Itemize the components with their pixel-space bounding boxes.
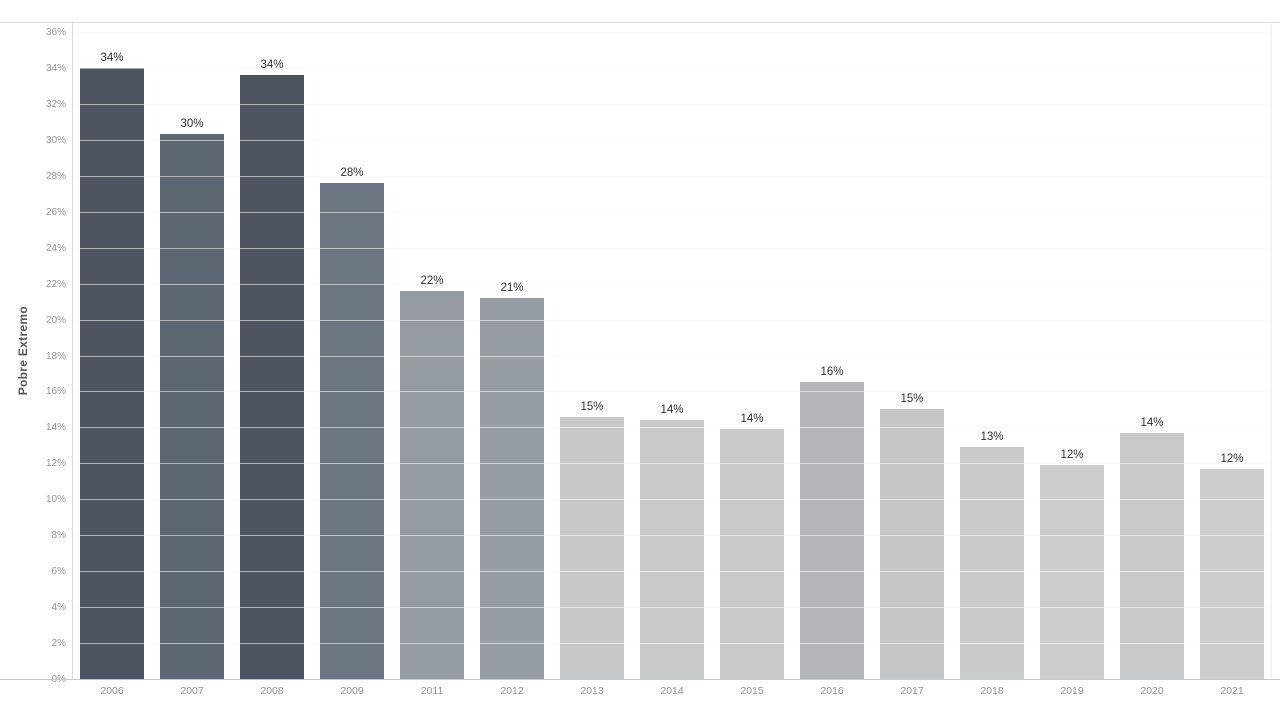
x-axis-label-2008: 2008 [260, 685, 284, 697]
gridline-overlay [73, 247, 1271, 249]
bar-2012[interactable] [480, 297, 544, 679]
y-tick-label: 18% [45, 350, 66, 362]
y-tick-label: 22% [45, 278, 66, 290]
gridline-overlay [73, 643, 1271, 645]
x-axis-label-2009: 2009 [340, 685, 364, 697]
y-tick-label: 6% [51, 566, 66, 578]
gridline-overlay [73, 571, 1271, 573]
bar-2017[interactable] [880, 409, 944, 679]
y-tick-label: 26% [45, 206, 66, 218]
bar-value-label-2017: 15% [900, 393, 924, 406]
gridline-overlay [73, 211, 1271, 213]
bar-value-label-2006: 34% [100, 51, 124, 64]
bar-2014[interactable] [640, 420, 704, 679]
x-axis-label-2012: 2012 [500, 685, 524, 697]
gridline-overlay [73, 427, 1271, 429]
gridline-overlay [73, 139, 1271, 141]
bar-2006[interactable] [80, 67, 144, 679]
y-axis-line [72, 22, 73, 679]
gridline-overlay [73, 283, 1271, 285]
bar-value-label-2011: 22% [420, 274, 444, 287]
x-axis-label-2013: 2013 [580, 685, 604, 697]
bar-value-label-2019: 12% [1060, 449, 1084, 462]
bar-value-label-2018: 13% [980, 431, 1004, 444]
x-axis-label-2015: 2015 [740, 685, 764, 697]
gridline-overlay [73, 463, 1271, 465]
gridline-overlay [73, 499, 1271, 501]
y-tick-label: 10% [45, 494, 66, 506]
y-tick-label: 16% [45, 386, 66, 398]
gridline-overlay [73, 607, 1271, 609]
bar-value-label-2014: 14% [660, 404, 684, 417]
x-axis-label-2021: 2021 [1220, 685, 1244, 697]
bar-value-label-2021: 12% [1220, 452, 1244, 465]
y-tick-label: 36% [45, 27, 66, 38]
y-tick-label: 14% [45, 422, 66, 434]
y-tick-label: 12% [45, 458, 66, 470]
bar-2008[interactable] [240, 75, 304, 679]
bar-value-label-2008: 34% [260, 59, 284, 72]
x-axis-label-2020: 2020 [1140, 685, 1164, 697]
bar-value-label-2013: 15% [580, 400, 604, 413]
y-tick-label: 28% [45, 170, 66, 182]
bar-2009[interactable] [320, 182, 384, 679]
x-axis-label-2018: 2018 [980, 685, 1004, 697]
y-tick-label: 8% [51, 530, 66, 542]
bar-value-label-2012: 21% [500, 281, 524, 294]
bar-2013[interactable] [560, 416, 624, 679]
y-axis-title: Pobre Extremo [16, 22, 30, 679]
plot-top-border [0, 22, 1280, 23]
bar-value-label-2020: 14% [1140, 416, 1164, 429]
bar-value-label-2016: 16% [820, 366, 844, 379]
plot-right-border [1271, 22, 1272, 679]
x-axis-label-2007: 2007 [180, 685, 204, 697]
x-axis-label-2017: 2017 [900, 685, 924, 697]
x-axis-label-2016: 2016 [820, 685, 844, 697]
y-tick-label: 2% [51, 638, 66, 650]
bar-2011[interactable] [400, 290, 464, 679]
bar-value-label-2007: 30% [180, 118, 204, 131]
x-axis-line [0, 679, 1280, 680]
bar-value-label-2015: 14% [740, 413, 764, 426]
y-tick-label: 34% [45, 62, 66, 74]
x-axis-label-2019: 2019 [1060, 685, 1084, 697]
bar-value-label-2009: 28% [340, 166, 364, 179]
x-axis-label-2011: 2011 [420, 685, 444, 697]
gridline-overlay [73, 355, 1271, 357]
y-axis-title-text: Pobre Extremo [16, 305, 30, 396]
bar-2018[interactable] [960, 447, 1024, 679]
y-tick-label: 20% [45, 314, 66, 326]
bar-2016[interactable] [800, 382, 864, 679]
bar-2015[interactable] [720, 429, 784, 679]
x-axis-label-2014: 2014 [660, 685, 684, 697]
gridline-overlay [73, 103, 1271, 105]
gridline-overlay [73, 391, 1271, 393]
bar-2007[interactable] [160, 134, 224, 679]
gridline-overlay [73, 319, 1271, 321]
y-tick-label: 30% [45, 134, 66, 146]
y-tick-label: 32% [45, 98, 66, 110]
y-tick-label: 24% [45, 242, 66, 254]
gridline-overlay [73, 535, 1271, 537]
y-tick-label: 4% [51, 602, 66, 614]
bar-2020[interactable] [1120, 432, 1184, 679]
x-axis-label-2006: 2006 [100, 685, 124, 697]
gridline-overlay [73, 175, 1271, 177]
gridline-overlay [73, 32, 1271, 33]
gridline-overlay [73, 67, 1271, 69]
